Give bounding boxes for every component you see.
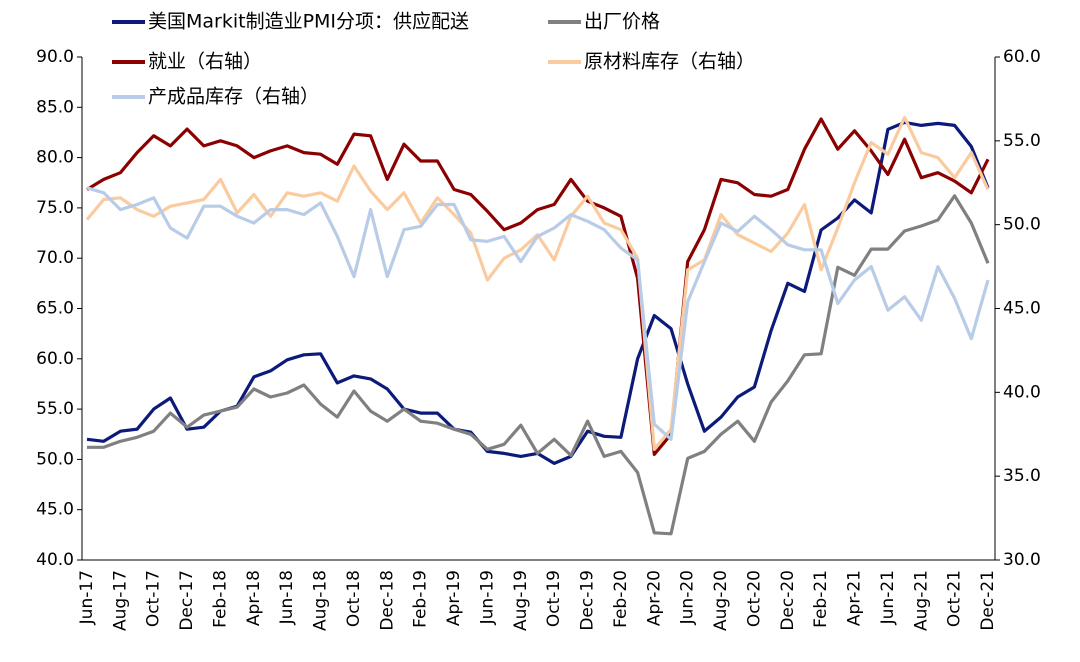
x-tick-label: Apr-19 [444, 570, 464, 626]
y-tick-label: 45.0 [36, 500, 74, 520]
x-tick-label: Dec-18 [377, 570, 397, 631]
y-tick-label: 80.0 [36, 148, 74, 168]
x-tick-label: Apr-20 [644, 570, 664, 626]
y-tick-label: 65.0 [36, 299, 74, 319]
x-tick-label: Dec-21 [978, 570, 998, 631]
x-tick-label: Dec-20 [778, 570, 798, 631]
x-tick-label: Jun-20 [678, 570, 698, 625]
y-tick-label: 90.0 [36, 47, 74, 67]
x-tick-label: Oct-19 [544, 570, 564, 627]
y2-tick-label: 60.0 [1003, 47, 1041, 67]
y-tick-label: 70.0 [36, 248, 74, 268]
y-tick-label: 55.0 [36, 399, 74, 419]
x-tick-label: Jun-19 [477, 570, 497, 625]
x-tick-label: Aug-21 [911, 570, 931, 631]
x-tick-label: Feb-20 [611, 570, 631, 628]
y2-tick-label: 50.0 [1003, 215, 1041, 235]
legend-label: 原材料库存（右轴） [584, 51, 755, 73]
y-tick-label: 40.0 [36, 550, 74, 570]
x-tick-label: Aug-20 [711, 570, 731, 631]
series-line [86, 186, 990, 441]
y2-tick-label: 30.0 [1003, 550, 1041, 570]
x-tick-label: Oct-20 [744, 570, 764, 627]
x-tick-label: Oct-21 [945, 570, 965, 627]
y2-tick-label: 35.0 [1003, 466, 1041, 486]
x-tick-label: Aug-18 [311, 570, 331, 631]
x-tick-label: Oct-17 [144, 570, 164, 627]
legend-label: 出厂价格 [584, 11, 660, 33]
series-line [86, 117, 990, 456]
y2-tick-label: 45.0 [1003, 299, 1041, 319]
x-tick-label: Dec-17 [177, 570, 197, 631]
x-tick-label: Jun-17 [77, 570, 97, 625]
x-tick-label: Apr-18 [244, 570, 264, 626]
legend-label: 美国Markit制造业PMI分项：供应配送 [148, 11, 469, 33]
x-tick-label: Feb-19 [411, 570, 431, 628]
x-tick-label: Aug-19 [511, 570, 531, 631]
x-tick-label: Jun-18 [277, 570, 297, 625]
y-tick-label: 85.0 [36, 97, 74, 117]
y2-tick-label: 55.0 [1003, 131, 1041, 151]
x-tick-label: Apr-21 [845, 570, 865, 626]
legend-label: 产成品库存（右轴） [148, 86, 319, 108]
x-tick-label: Aug-17 [110, 570, 130, 631]
y-tick-label: 60.0 [36, 349, 74, 369]
y2-tick-label: 40.0 [1003, 382, 1041, 402]
x-tick-label: Feb-18 [210, 570, 230, 628]
x-tick-label: Oct-18 [344, 570, 364, 627]
legend-label: 就业（右轴） [148, 51, 262, 73]
y-tick-label: 50.0 [36, 449, 74, 469]
x-tick-label: Jun-21 [878, 570, 898, 625]
series-line [87, 194, 990, 536]
x-tick-label: Dec-19 [578, 570, 598, 631]
y-tick-label: 75.0 [36, 198, 74, 218]
x-tick-label: Feb-21 [811, 570, 831, 628]
